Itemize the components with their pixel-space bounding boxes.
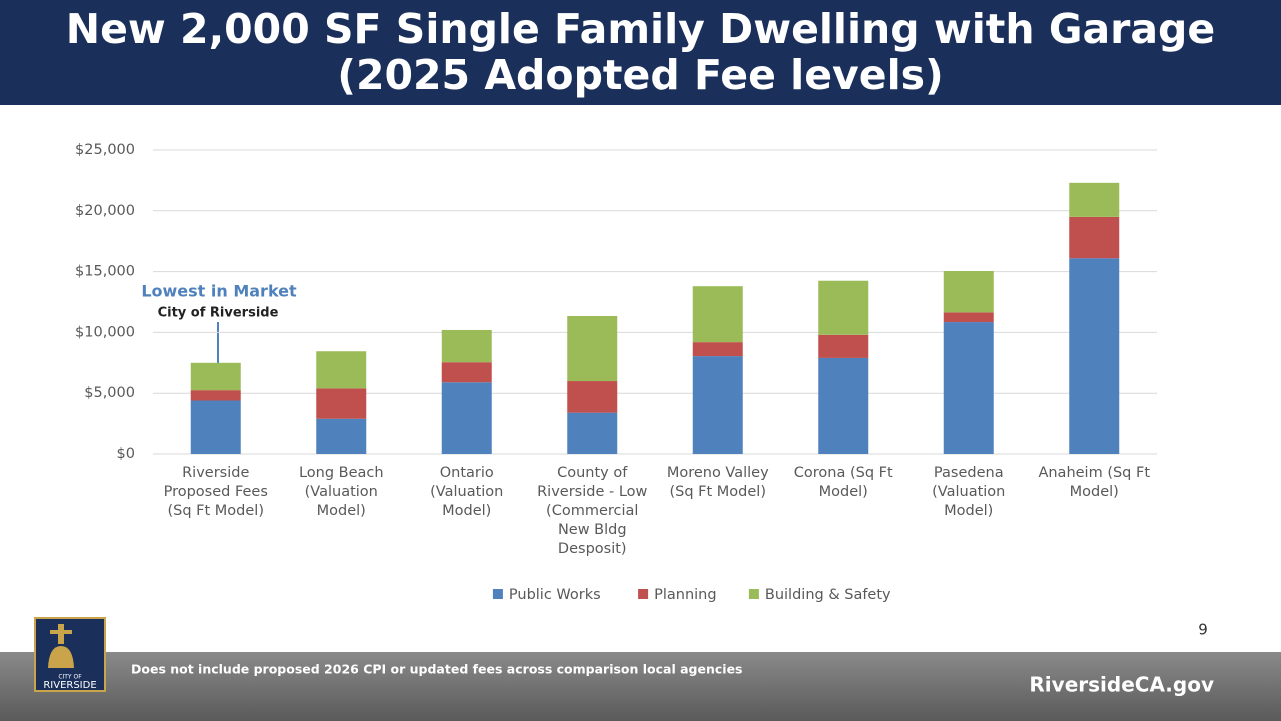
bar-segment	[190, 390, 241, 401]
footer-note: Does not include proposed 2026 CPI or up…	[131, 662, 743, 677]
bar-segment	[316, 418, 367, 454]
x-tick-label: Pasedena (Valuation Model)	[932, 465, 1006, 519]
bar-segment	[441, 329, 492, 363]
bar-segment	[567, 412, 618, 454]
bar-segment	[1069, 182, 1120, 217]
bar-segment	[567, 315, 618, 382]
legend-label: Planning	[654, 587, 716, 603]
website: RiversideCA.gov	[1029, 673, 1214, 697]
legend-label: Building & Safety	[765, 587, 891, 603]
bar-segment	[818, 280, 869, 335]
legend-swatch	[748, 589, 759, 599]
x-tick-label: Corona (Sq Ft Model)	[793, 465, 893, 500]
bar-segment	[692, 342, 743, 357]
bar-segment	[441, 382, 492, 454]
footer-band	[0, 652, 1281, 721]
bar-segment	[441, 362, 492, 383]
bar-segment	[692, 356, 743, 454]
y-tick-label: $20,000	[75, 203, 135, 219]
bar-segment	[316, 351, 367, 389]
x-tick-label: Long Beach (Valuation Model)	[298, 465, 384, 519]
x-tick-label: Riverside Proposed Fees (Sq Ft Model)	[163, 465, 268, 519]
bar-segment	[316, 388, 367, 419]
bar-segment	[943, 322, 994, 454]
y-tick-label: $10,000	[75, 324, 135, 340]
page-number: 9	[1198, 621, 1208, 639]
bar-segment	[818, 334, 869, 358]
logo-text: RIVERSIDE	[43, 680, 96, 691]
legend-swatch	[492, 589, 503, 599]
header-band	[0, 0, 1281, 105]
x-tick-label: Moreno Valley (Sq Ft Model)	[666, 465, 769, 500]
bar-segment	[1069, 216, 1120, 259]
y-tick-label: $5,000	[84, 385, 135, 401]
x-tick-label: Anaheim (Sq Ft Model)	[1038, 465, 1151, 500]
bar-segment	[190, 400, 241, 454]
bar-segment	[567, 381, 618, 413]
legend-label: Public Works	[509, 587, 601, 603]
bar-segment	[692, 286, 743, 343]
annotation: Lowest in Market	[141, 282, 297, 301]
logo-text: CITY OF	[58, 674, 82, 681]
y-tick-label: $0	[117, 446, 135, 462]
logo: CITY OF RIVERSIDE	[34, 617, 106, 692]
x-tick-label: County of Riverside - Low (Commercial Ne…	[537, 465, 648, 557]
bar-segment	[190, 362, 241, 391]
x-tick-label: Ontario (Valuation Model)	[430, 465, 504, 519]
bar-segment	[818, 357, 869, 454]
slide-title: New 2,000 SF Single Family Dwelling with…	[65, 5, 1216, 99]
bar-segment	[1069, 258, 1120, 454]
bar-segment	[943, 312, 994, 323]
legend-swatch	[638, 589, 649, 599]
y-tick-label: $15,000	[75, 264, 135, 280]
annotation: City of Riverside	[158, 306, 279, 321]
bar-segment	[943, 270, 994, 313]
y-tick-label: $25,000	[75, 142, 135, 158]
